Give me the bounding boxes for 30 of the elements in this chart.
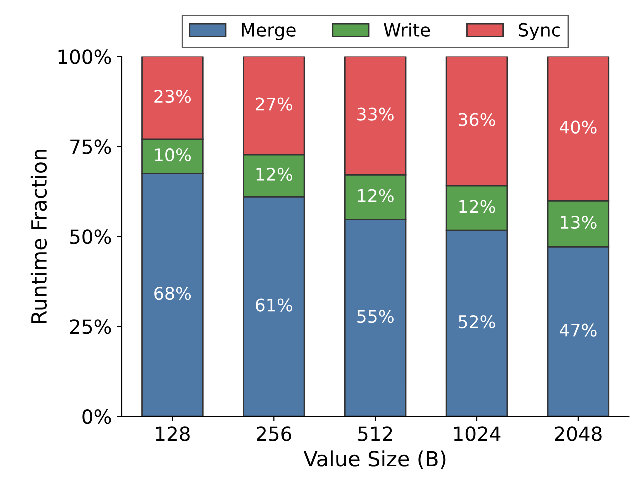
data-label: 40%	[560, 120, 597, 134]
data-label: 47%	[560, 324, 597, 337]
x-axis-title: Value Size (B)	[304, 450, 446, 470]
data-label: 52%	[459, 315, 496, 329]
data-label: 12%	[256, 168, 292, 182]
y-axis-title: Runtime Fraction	[30, 150, 48, 323]
y-tick-label: 50%	[70, 230, 112, 244]
y-tick-label: 100%	[58, 50, 112, 64]
y-tick-label: 25%	[70, 320, 112, 334]
data-label: 12%	[358, 189, 394, 202]
y-tick-label: 75%	[70, 140, 112, 154]
data-label: 27%	[256, 98, 292, 111]
data-label: 23%	[154, 90, 192, 104]
data-label: 12%	[460, 200, 496, 214]
y-tick-label: 0%	[82, 410, 112, 424]
legend-label: Merge	[242, 24, 296, 40]
data-label: 33%	[358, 108, 394, 121]
x-tick-label: 256	[257, 426, 292, 442]
data-label: 55%	[358, 310, 394, 324]
legend-label: Write	[384, 22, 430, 37]
legend-label: Sync	[518, 23, 560, 40]
x-tick-label: 1024	[454, 426, 501, 442]
data-label: 61%	[256, 298, 292, 312]
data-label: 68%	[154, 287, 192, 300]
data-label: 36%	[459, 113, 496, 126]
data-label: 10%	[155, 148, 192, 162]
x-tick-label: 2048	[555, 426, 602, 442]
x-tick-label: 512	[358, 426, 392, 442]
x-tick-label: 128	[156, 426, 190, 442]
data-label: 13%	[561, 216, 597, 230]
